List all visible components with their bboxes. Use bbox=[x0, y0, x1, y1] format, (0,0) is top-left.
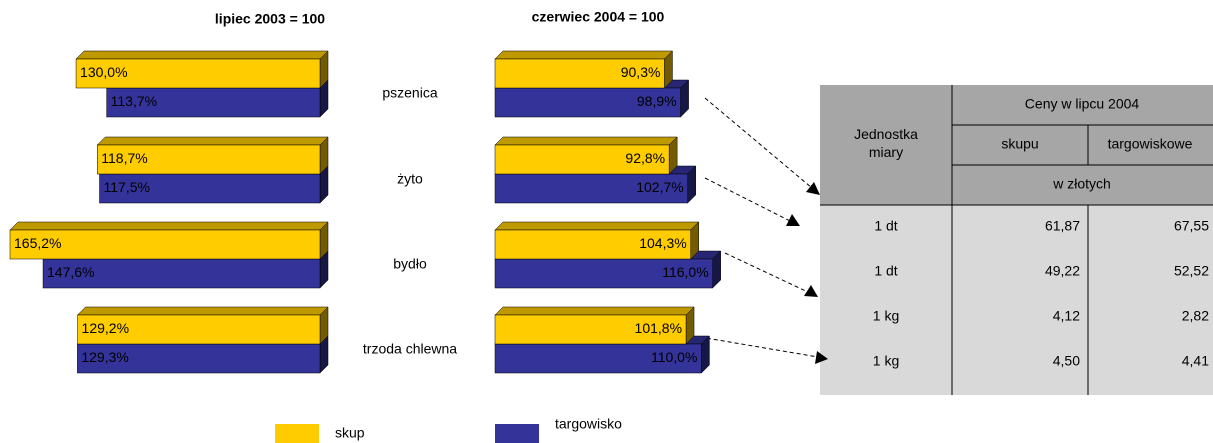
bar bbox=[9, 229, 321, 260]
bar-top bbox=[494, 50, 674, 60]
value-label: 117,5% bbox=[104, 179, 150, 195]
arrowhead bbox=[786, 214, 800, 226]
table-body-bg bbox=[820, 205, 1213, 395]
arrowhead bbox=[804, 285, 818, 297]
table-header: w złotych bbox=[1052, 176, 1111, 192]
table-header: Jednostka miary bbox=[854, 126, 918, 160]
table-header: targowiskowe bbox=[1108, 136, 1193, 152]
bar bbox=[494, 258, 713, 289]
table-header: Ceny w lipcu 2004 bbox=[1025, 96, 1140, 112]
arrowheads bbox=[786, 182, 828, 364]
arrowhead bbox=[806, 182, 820, 195]
table-header: skupu bbox=[1001, 136, 1038, 152]
bar-top bbox=[75, 50, 329, 60]
chart-title: czerwiec 2004 = 100 bbox=[532, 9, 665, 25]
table-cell: 1 dt bbox=[874, 263, 897, 279]
value-label: 92,8% bbox=[625, 150, 665, 166]
bar bbox=[494, 58, 665, 89]
value-label: 130,0% bbox=[80, 64, 127, 80]
chart-title: lipiec 2003 = 100 bbox=[215, 11, 325, 27]
bar bbox=[494, 87, 681, 118]
table-cell: 52,52 bbox=[1174, 263, 1209, 279]
table-cell: 67,55 bbox=[1174, 218, 1209, 234]
legend-swatch bbox=[275, 424, 319, 443]
value-label: 129,3% bbox=[81, 349, 128, 365]
bar bbox=[75, 58, 321, 89]
value-label: 165,2% bbox=[14, 235, 61, 251]
arrow bbox=[704, 177, 793, 223]
bar-top bbox=[494, 306, 695, 316]
bar-top bbox=[494, 136, 678, 146]
bar bbox=[106, 87, 321, 118]
table-cell: 61,87 bbox=[1045, 218, 1080, 234]
value-label: 116,0% bbox=[662, 264, 708, 280]
arrowhead bbox=[815, 351, 828, 364]
bar bbox=[494, 343, 702, 374]
bar bbox=[42, 258, 321, 289]
bar-top bbox=[76, 306, 329, 316]
bar bbox=[77, 343, 321, 374]
value-label: 129,2% bbox=[82, 320, 129, 336]
value-label: 110,0% bbox=[651, 349, 697, 365]
arrow bbox=[724, 252, 811, 294]
value-label: 113,7% bbox=[111, 93, 157, 109]
legend-swatch bbox=[495, 424, 539, 443]
table-header-bg bbox=[820, 85, 1213, 205]
value-label: 104,3% bbox=[639, 235, 686, 251]
bar bbox=[97, 144, 321, 175]
table-cell: 2,82 bbox=[1182, 308, 1209, 324]
bar bbox=[494, 314, 687, 345]
bar bbox=[494, 229, 691, 260]
category-label: żyto bbox=[397, 171, 423, 187]
value-label: 118,7% bbox=[101, 150, 147, 166]
value-label: 98,9% bbox=[637, 93, 677, 109]
bar-top bbox=[9, 221, 329, 231]
table-cell: 4,12 bbox=[1053, 308, 1080, 324]
table-cell: 1 kg bbox=[873, 353, 899, 369]
table-cell: 4,41 bbox=[1182, 353, 1209, 369]
bar bbox=[77, 314, 321, 345]
bar bbox=[99, 173, 321, 204]
value-label: 147,6% bbox=[47, 264, 94, 280]
value-label: 102,7% bbox=[636, 179, 683, 195]
arrow bbox=[704, 97, 813, 189]
bar bbox=[494, 144, 670, 175]
bar-top bbox=[96, 136, 329, 146]
category-label: trzoda chlewna bbox=[363, 341, 457, 357]
table-cell: 49,22 bbox=[1045, 263, 1080, 279]
table bbox=[820, 85, 1213, 395]
value-label: 90,3% bbox=[621, 64, 661, 80]
table-cell: 1 dt bbox=[874, 218, 897, 234]
table-cell: 1 kg bbox=[873, 308, 899, 324]
bar-top bbox=[494, 221, 700, 231]
legend-label: skup bbox=[335, 425, 365, 441]
table-cell: 4,50 bbox=[1053, 353, 1080, 369]
arrow bbox=[699, 336, 819, 358]
bar bbox=[494, 173, 688, 204]
value-label: 101,8% bbox=[635, 320, 682, 336]
category-label: bydło bbox=[393, 256, 427, 272]
category-label: pszenica bbox=[382, 85, 437, 101]
arrows bbox=[699, 97, 819, 358]
legend-label: targowisko bbox=[555, 416, 622, 432]
